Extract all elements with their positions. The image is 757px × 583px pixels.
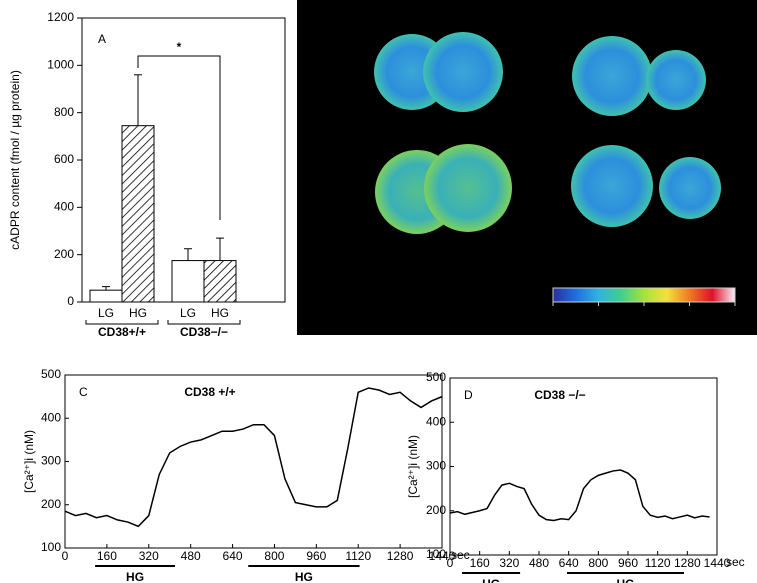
y-tick-label: 100 bbox=[41, 540, 61, 554]
colorbar-tick-label: 250 bbox=[588, 307, 608, 321]
x-tick-label: 1440 bbox=[429, 549, 456, 563]
stimulus-label: HG bbox=[482, 577, 500, 583]
panel-label: D bbox=[464, 388, 473, 402]
trace bbox=[449, 469, 710, 522]
x-unit: sec bbox=[726, 555, 745, 569]
significance-bracket bbox=[137, 55, 221, 220]
row-label: LG bbox=[330, 70, 347, 84]
group-bracket bbox=[85, 320, 159, 325]
x-tick-label: 320 bbox=[499, 556, 519, 570]
x-tick-label: 1440 bbox=[704, 556, 731, 570]
x-tick-label: 0 bbox=[62, 549, 69, 563]
stimulus-label: HG bbox=[616, 577, 634, 583]
bar-label: LG bbox=[180, 306, 196, 320]
column-label: CD38 +/+ bbox=[414, 247, 465, 261]
row-label: HG bbox=[330, 182, 348, 196]
x-tick-label: 320 bbox=[139, 549, 159, 563]
colorbar bbox=[552, 287, 736, 303]
y-tick-label: 300 bbox=[426, 459, 446, 473]
colorbar-label: [Ca²⁺]i (nM) bbox=[614, 320, 677, 334]
y-tick-label: 200 bbox=[41, 497, 61, 511]
bar-label: LG bbox=[98, 306, 114, 320]
x-tick-label: 800 bbox=[588, 556, 608, 570]
y-axis-label: [Ca²⁺]i (nM) bbox=[406, 435, 420, 498]
group-bracket bbox=[167, 320, 241, 325]
x-tick-label: 160 bbox=[470, 556, 490, 570]
x-tick-label: 640 bbox=[223, 549, 243, 563]
x-tick-label: 1280 bbox=[674, 556, 701, 570]
x-tick-label: 960 bbox=[618, 556, 638, 570]
bar bbox=[171, 260, 205, 303]
bar-label: HG bbox=[129, 306, 147, 320]
y-tick-label: 500 bbox=[426, 370, 446, 384]
y-axis-label: cADPR content (fmol / µg protein) bbox=[8, 70, 22, 250]
plot-frame bbox=[449, 377, 718, 556]
stimulus-label: HG bbox=[295, 570, 313, 583]
y-tick-label: 1000 bbox=[47, 58, 74, 72]
bar bbox=[203, 260, 237, 303]
y-tick-label: 400 bbox=[41, 410, 61, 424]
x-tick-label: 480 bbox=[181, 549, 201, 563]
colorbar-tick-label: 1000 bbox=[722, 307, 749, 321]
trace bbox=[64, 387, 443, 528]
row-label: LG bbox=[535, 70, 552, 84]
significance-mark: * bbox=[177, 40, 182, 54]
x-tick-label: 1280 bbox=[387, 549, 414, 563]
chart-title: CD38 −/− bbox=[534, 388, 585, 402]
x-tick-label: 800 bbox=[264, 549, 284, 563]
chart-title: CD38 +/+ bbox=[184, 385, 235, 399]
x-tick-label: 960 bbox=[306, 549, 326, 563]
y-tick-label: 200 bbox=[426, 503, 446, 517]
stimulus-label: HG bbox=[126, 570, 144, 583]
y-tick-label: 200 bbox=[54, 247, 74, 261]
panel-label: C bbox=[79, 385, 88, 399]
colorbar-tick-label: 750 bbox=[679, 307, 699, 321]
panel-label: A bbox=[98, 32, 106, 46]
row-label: HG bbox=[535, 182, 553, 196]
y-tick-label: 100 bbox=[426, 547, 446, 561]
x-tick-label: 640 bbox=[559, 556, 579, 570]
group-label: CD38+/+ bbox=[98, 325, 146, 339]
cells bbox=[374, 32, 721, 234]
colorbar-tick-label: 500 bbox=[634, 307, 654, 321]
x-tick-label: 0 bbox=[447, 556, 454, 570]
bar bbox=[121, 125, 155, 303]
bar bbox=[89, 289, 123, 303]
x-tick-label: 1120 bbox=[645, 556, 671, 570]
y-tick-label: 400 bbox=[54, 200, 74, 214]
group-label: CD38−/− bbox=[180, 325, 228, 339]
y-tick-label: 400 bbox=[426, 414, 446, 428]
colorbar-tick-label: 0 bbox=[550, 307, 557, 321]
y-axis-label: [Ca²⁺]i (nM) bbox=[22, 430, 36, 493]
plot-frame bbox=[81, 17, 286, 303]
y-tick-label: 300 bbox=[41, 454, 61, 468]
x-tick-label: 480 bbox=[529, 556, 549, 570]
x-tick-label: 160 bbox=[97, 549, 117, 563]
column-label: CD38 −/− bbox=[634, 247, 685, 261]
x-tick-label: 1120 bbox=[345, 549, 371, 563]
y-tick-label: 500 bbox=[41, 367, 61, 381]
y-tick-label: 600 bbox=[54, 152, 74, 166]
y-tick-label: 0 bbox=[67, 294, 74, 308]
panel-label: B bbox=[312, 12, 320, 26]
bar-label: HG bbox=[211, 306, 229, 320]
y-tick-label: 800 bbox=[54, 105, 74, 119]
plot-frame bbox=[64, 374, 443, 549]
y-tick-label: 1200 bbox=[47, 10, 74, 24]
